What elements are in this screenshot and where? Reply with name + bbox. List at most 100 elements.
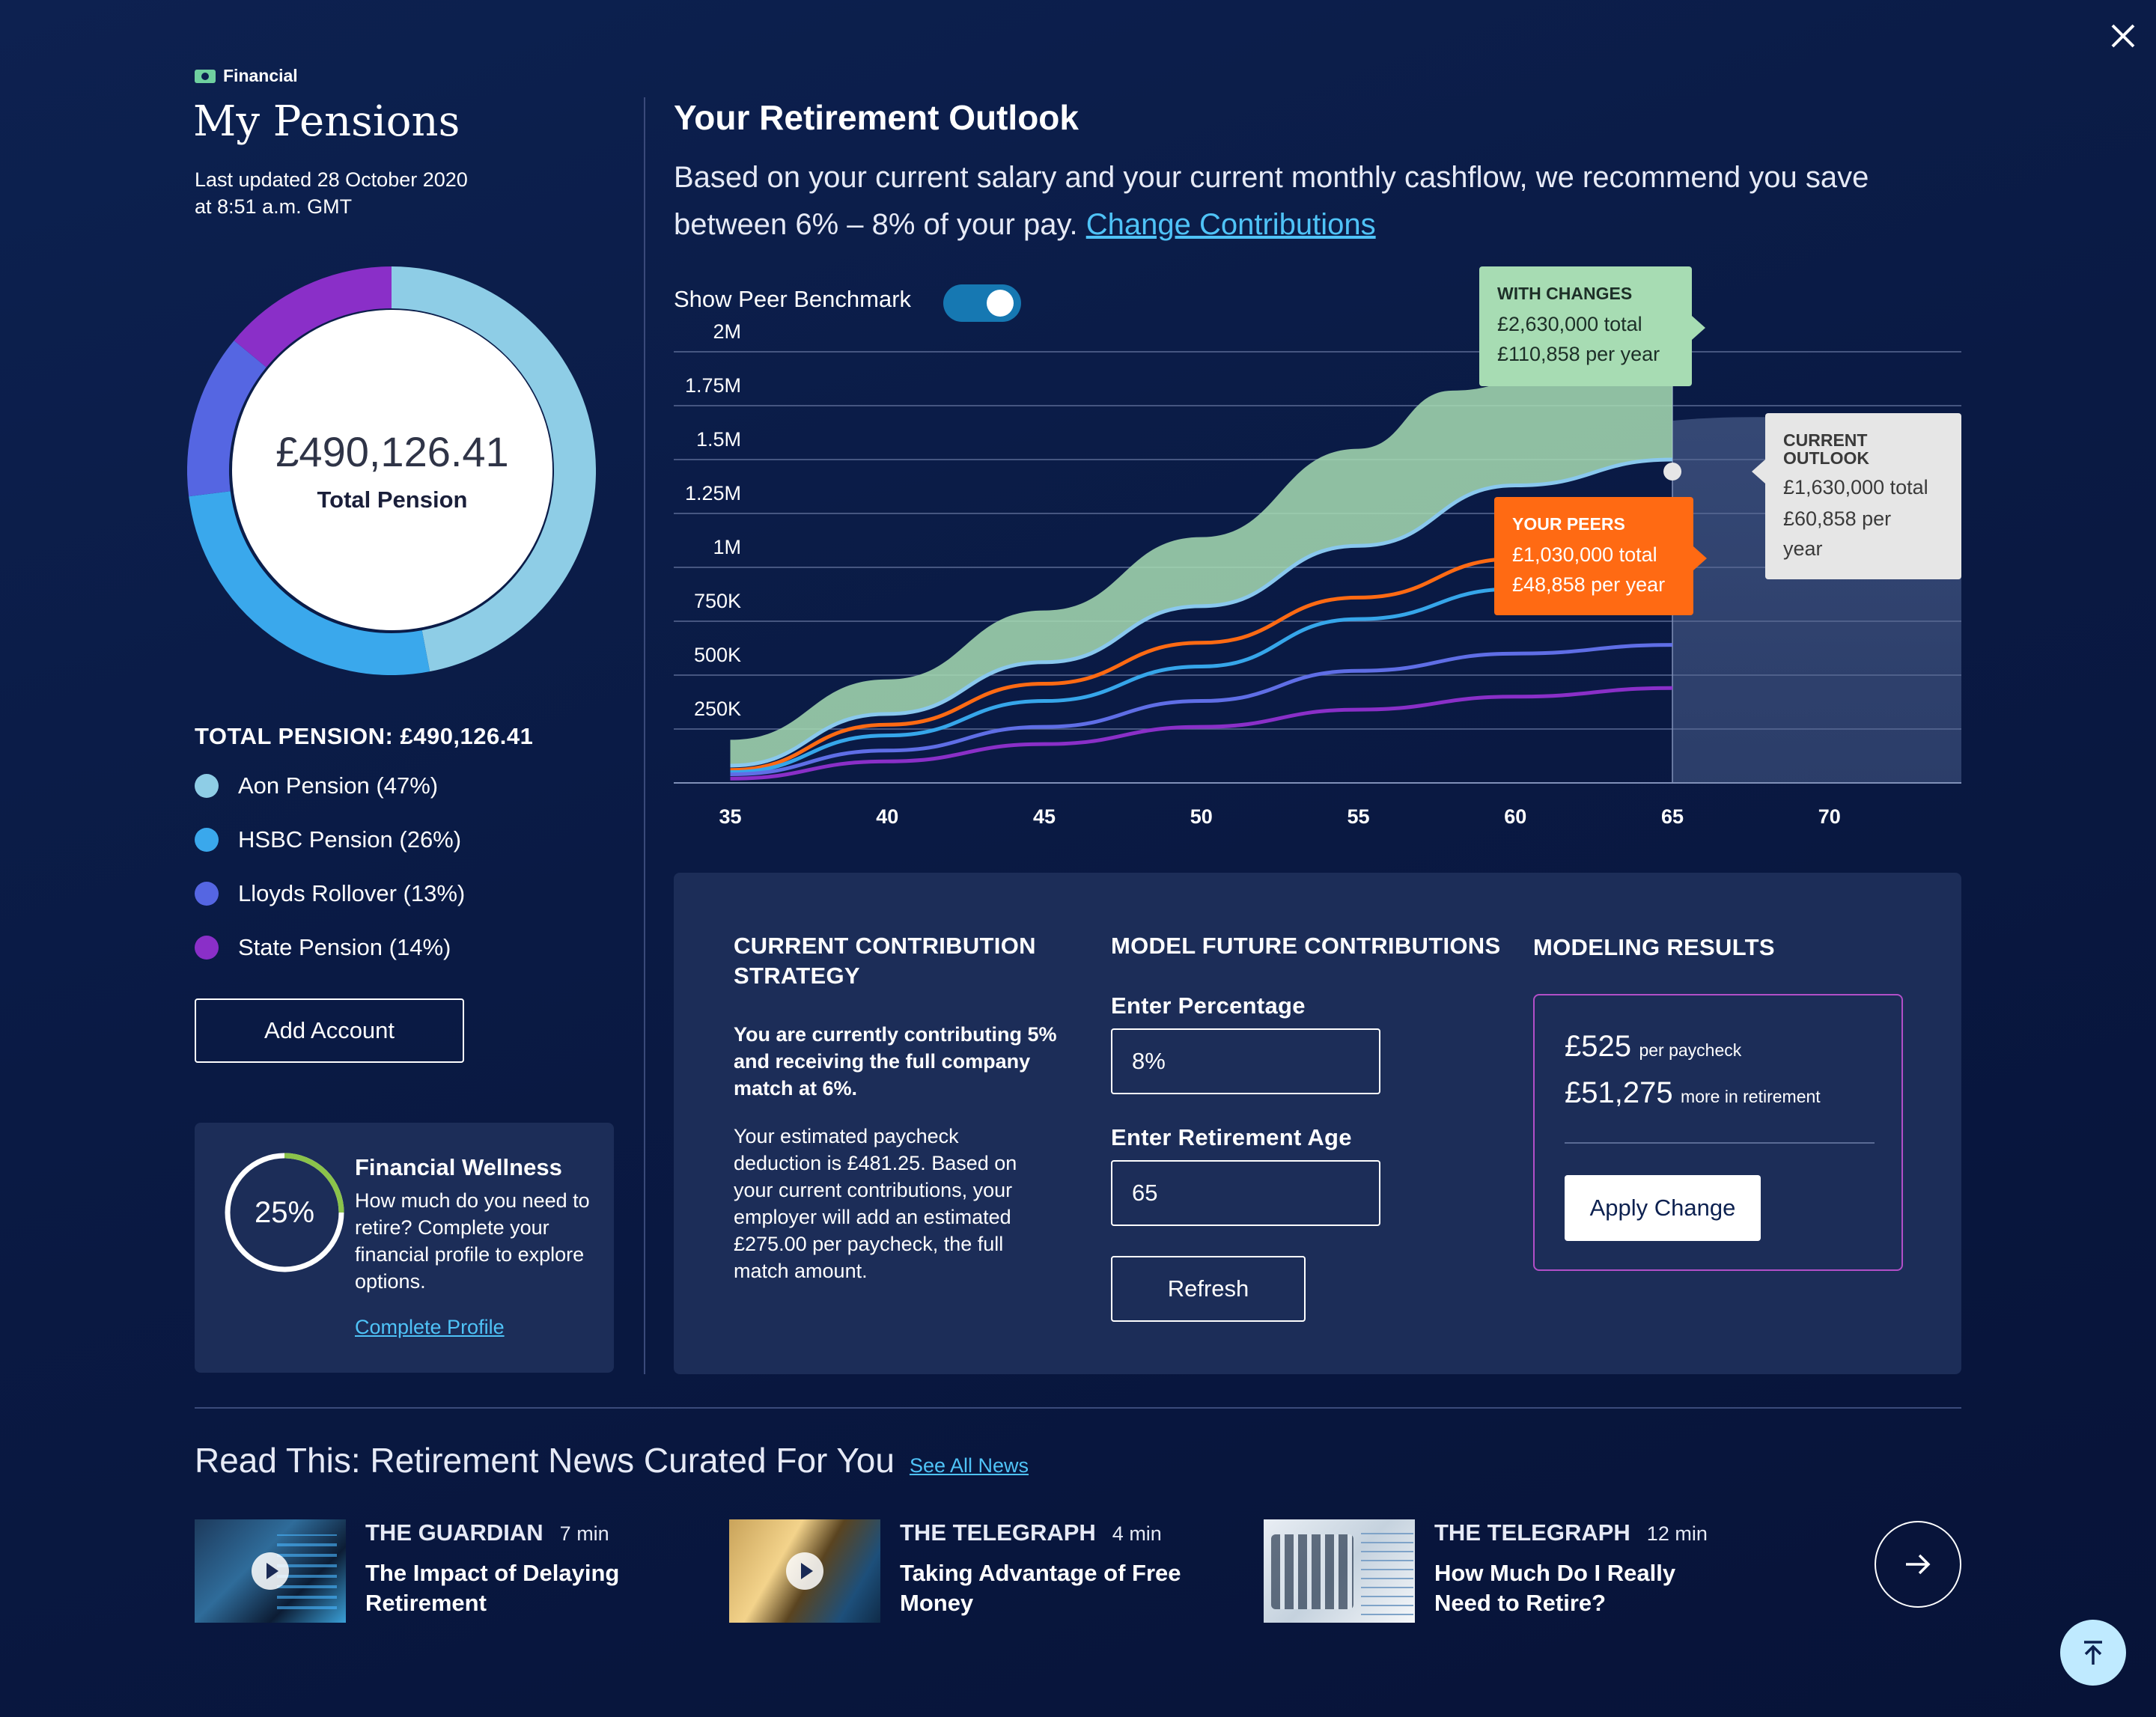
apply-change-button[interactable]: Apply Change bbox=[1565, 1175, 1761, 1241]
close-icon[interactable] bbox=[2107, 19, 2140, 52]
callout-title: WITH CHANGES bbox=[1497, 284, 1632, 303]
news-source: THE GUARDIAN 7 min bbox=[365, 1519, 609, 1546]
legend-dot bbox=[195, 774, 219, 798]
arrow-up-icon bbox=[2084, 1641, 2102, 1665]
column-divider bbox=[644, 97, 645, 1374]
total-pension-label: Total Pension bbox=[317, 486, 468, 513]
contribution-panel: CURRENT CONTRIBUTION STRATEGY You are cu… bbox=[674, 873, 1961, 1374]
callout-pointer bbox=[1692, 316, 1705, 340]
wellness-progress-ring bbox=[225, 1153, 344, 1272]
result-amount-label: more in retirement bbox=[1681, 1087, 1821, 1106]
financial-wellness-card: 25% Financial Wellness How much do you n… bbox=[195, 1123, 614, 1373]
y-tick-label: 750K bbox=[694, 590, 741, 612]
callout-box bbox=[1494, 497, 1693, 615]
retirement-age-input[interactable]: 65 bbox=[1111, 1160, 1380, 1226]
y-tick-label: 500K bbox=[694, 644, 741, 666]
callout-per-year: year bbox=[1783, 537, 1823, 560]
next-news-button[interactable] bbox=[1875, 1521, 1961, 1608]
news-title: How Much Do I Really Need to Retire? bbox=[1434, 1560, 1676, 1616]
y-tick-label: 2M bbox=[713, 320, 741, 343]
callout-title: OUTLOOK bbox=[1783, 448, 1869, 468]
news-source: THE TELEGRAPH 12 min bbox=[1434, 1519, 1708, 1546]
wellness-title: Financial Wellness bbox=[355, 1154, 562, 1180]
y-tick-label: 1.5M bbox=[696, 428, 741, 451]
donut-segment bbox=[189, 490, 430, 675]
arrow-right-icon bbox=[1906, 1554, 1931, 1575]
series-line bbox=[730, 643, 1673, 776]
percentage-input[interactable]: 8% bbox=[1111, 1028, 1380, 1094]
x-tick-label: 40 bbox=[876, 805, 898, 828]
peer-benchmark-label: Show Peer Benchmark bbox=[674, 286, 912, 312]
retirement-outlook-chart: 250K 500K 750K 1M 1.25M 1.5M 1.75M 2M 35 40 45 50 55… bbox=[674, 266, 1961, 828]
series-line bbox=[730, 686, 1673, 781]
current-strategy-bold: You are currently contributing 5% and re… bbox=[734, 1023, 1057, 1100]
last-updated: Last updated 28 October 2020 at 8:51 a.m… bbox=[195, 166, 509, 220]
page-title: My Pensions bbox=[193, 97, 460, 146]
add-account-button[interactable]: Add Account bbox=[195, 998, 464, 1063]
news-read-time: 12 min bbox=[1646, 1522, 1708, 1545]
legend-dot bbox=[195, 882, 219, 906]
wellness-progress-arc bbox=[284, 1153, 344, 1213]
news-thumbnail bbox=[1264, 1519, 1415, 1623]
modeling-results-box: £525 per paycheck £51,275 more in retire… bbox=[1533, 994, 1903, 1271]
news-read-time: 7 min bbox=[559, 1522, 609, 1545]
series-line bbox=[730, 457, 1673, 768]
donut-center: £490,126.41 Total Pension bbox=[232, 310, 552, 630]
legend-item: State Pension (14%) bbox=[195, 934, 451, 961]
category-label: Financial bbox=[195, 66, 298, 86]
result-more-in-retirement: £51,275 more in retirement bbox=[1565, 1076, 1821, 1110]
results-divider bbox=[1565, 1142, 1875, 1144]
wellness-percent: 25% bbox=[254, 1195, 315, 1229]
change-contributions-link[interactable]: Change Contributions bbox=[1085, 208, 1376, 241]
modeling-results-heading: MODELING RESULTS bbox=[1533, 934, 1775, 960]
outlook-title: Your Retirement Outlook bbox=[674, 98, 1079, 137]
news-header: Read This: Retirement News Curated For Y… bbox=[195, 1440, 1029, 1480]
callout-box bbox=[1765, 413, 1961, 579]
current-strategy-text: Your estimated paycheck deduction is £48… bbox=[734, 1125, 1017, 1282]
news-thumbnail bbox=[729, 1519, 880, 1623]
legend-dot bbox=[195, 936, 219, 960]
legend-dot bbox=[195, 828, 219, 852]
section-divider bbox=[195, 1407, 1961, 1409]
current-outlook-point bbox=[1663, 463, 1682, 481]
total-pension-heading: TOTAL PENSION: £490,126.41 bbox=[195, 723, 534, 749]
callout-pointer bbox=[1752, 460, 1765, 484]
callout-title: CURRENT bbox=[1783, 430, 1867, 450]
legend-label: State Pension (14%) bbox=[238, 934, 451, 960]
result-amount: £525 bbox=[1565, 1030, 1631, 1063]
refresh-button[interactable]: Refresh bbox=[1111, 1256, 1306, 1322]
pension-donut-chart bbox=[187, 266, 596, 675]
callout-per-year: £110,858 per year bbox=[1497, 343, 1660, 365]
news-title: The Impact of Delaying Retirement bbox=[365, 1560, 620, 1616]
donut-segment bbox=[234, 266, 392, 368]
legend-item: HSBC Pension (26%) bbox=[195, 826, 461, 853]
play-icon bbox=[786, 1552, 823, 1590]
callout-per-year: £60,858 per bbox=[1783, 507, 1891, 530]
callout-box bbox=[1479, 266, 1692, 386]
x-tick-label: 35 bbox=[719, 805, 741, 828]
callout-title: YOUR PEERS bbox=[1512, 514, 1625, 534]
callout-per-year: £48,858 per year bbox=[1512, 573, 1665, 596]
y-tick-label: 1.25M bbox=[685, 482, 741, 504]
news-title: Taking Advantage of Free Money bbox=[900, 1560, 1181, 1616]
donut-segment bbox=[187, 340, 267, 497]
news-thumbnail bbox=[195, 1519, 346, 1623]
callout-total: £2,630,000 total bbox=[1497, 313, 1642, 335]
legend-label: Lloyds Rollover (13%) bbox=[238, 880, 466, 906]
result-per-paycheck: £525 per paycheck bbox=[1565, 1030, 1741, 1064]
callout-with-changes: WITH CHANGES £2,630,000 total £110,858 per… bbox=[1479, 266, 1705, 386]
news-source: THE TELEGRAPH 4 min bbox=[900, 1519, 1162, 1546]
peer-benchmark-toggle[interactable] bbox=[943, 284, 1021, 322]
callout-total: £1,630,000 total bbox=[1783, 476, 1928, 498]
see-all-news-link[interactable]: See All News bbox=[909, 1454, 1029, 1477]
news-source-name: THE TELEGRAPH bbox=[1434, 1519, 1630, 1546]
news-heading: Read This: Retirement News Curated For Y… bbox=[195, 1441, 895, 1480]
callout-your-peers: YOUR PEERS £1,030,000 total £48,858 per ye… bbox=[1494, 497, 1707, 615]
news-source-name: THE GUARDIAN bbox=[365, 1519, 543, 1546]
wellness-text: How much do you need to retire? Complete… bbox=[355, 1189, 590, 1293]
x-tick-label: 60 bbox=[1504, 805, 1526, 828]
scroll-to-top-button[interactable] bbox=[2060, 1620, 2126, 1686]
donut-segment bbox=[391, 266, 596, 672]
complete-profile-link[interactable]: Complete Profile bbox=[355, 1316, 505, 1338]
